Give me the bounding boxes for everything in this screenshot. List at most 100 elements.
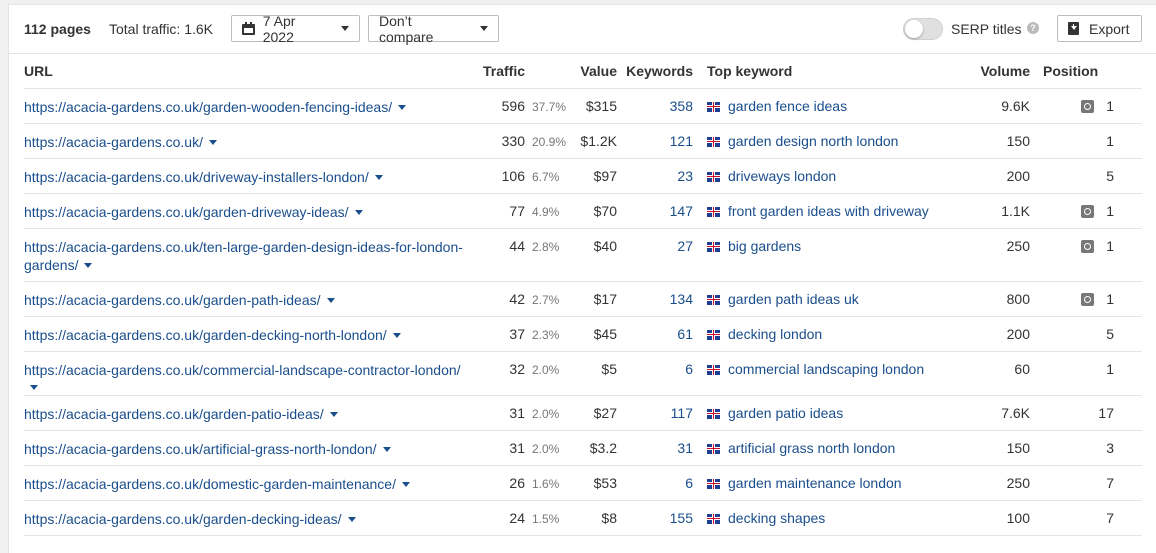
page-url-link[interactable]: https://acacia-gardens.co.uk/domestic-ga… [24, 475, 396, 492]
top-keyword-cell: decking shapes [693, 500, 963, 536]
page-url-link[interactable]: https://acacia-gardens.co.uk/commercial-… [24, 361, 461, 378]
page-url-link[interactable]: https://acacia-gardens.co.uk/driveway-in… [24, 168, 369, 185]
col-traffic[interactable]: Traffic [467, 54, 567, 89]
top-keyword-cell: garden maintenance london [693, 465, 963, 501]
keywords-link[interactable]: 147 [617, 193, 693, 229]
help-icon[interactable]: ? [1027, 22, 1039, 34]
traffic-cell: 596 37.7% [467, 88, 567, 124]
top-keyword-link[interactable]: garden patio ideas [728, 404, 844, 421]
keywords-link[interactable]: 134 [617, 281, 693, 317]
col-position[interactable]: Position [1030, 54, 1142, 89]
serp-features-icon[interactable] [1081, 204, 1095, 218]
top-keyword-link[interactable]: garden maintenance london [728, 474, 902, 491]
export-button[interactable]: Export [1057, 15, 1142, 42]
volume-cell: 250 [963, 228, 1030, 282]
table-row: https://acacia-gardens.co.uk/garden-driv… [24, 193, 1142, 229]
serp-features-icon[interactable] [1081, 292, 1095, 306]
serp-titles-label: SERP titles [951, 21, 1022, 37]
col-value[interactable]: Value [567, 54, 617, 89]
keywords-link[interactable]: 155 [617, 500, 693, 536]
chevron-down-icon[interactable] [382, 447, 391, 453]
serp-titles-toggle[interactable] [903, 18, 943, 40]
compare-dropdown[interactable]: Don’t compare [368, 13, 499, 45]
keywords-link[interactable]: 358 [617, 88, 693, 124]
position-value: 7 [1106, 509, 1114, 526]
top-keyword-link[interactable]: decking shapes [728, 509, 826, 526]
uk-flag-icon [707, 206, 720, 217]
keywords-link[interactable]: 27 [617, 228, 693, 282]
page-url-link[interactable]: https://acacia-gardens.co.uk/ [24, 133, 203, 150]
chevron-down-icon[interactable] [347, 517, 356, 523]
traffic-value: 42 [509, 290, 525, 307]
top-pages-panel: 112 pages Total traffic: 1.6K 7 Apr 2022… [8, 4, 1156, 553]
position-value: 1 [1106, 132, 1114, 149]
page-url-link[interactable]: https://acacia-gardens.co.uk/garden-path… [24, 291, 321, 308]
page-url-link[interactable]: https://acacia-gardens.co.uk/ten-large-g… [24, 238, 463, 273]
top-keyword-link[interactable]: commercial landscaping london [728, 360, 925, 377]
url-cell: https://acacia-gardens.co.uk/driveway-in… [24, 158, 467, 194]
chevron-down-icon [480, 26, 488, 31]
page-url-link[interactable]: https://acacia-gardens.co.uk/garden-driv… [24, 203, 349, 220]
serp-features-icon[interactable] [1081, 99, 1095, 113]
col-top-keyword[interactable]: Top keyword [693, 54, 963, 89]
table-row: https://acacia-gardens.co.uk/garden-pati… [24, 395, 1142, 431]
volume-cell: 200 [963, 158, 1030, 194]
col-keywords[interactable]: Keywords [617, 54, 693, 89]
table-row: https://acacia-gardens.co.uk/commercial-… [24, 351, 1142, 396]
top-keyword-link[interactable]: garden fence ideas [728, 97, 848, 114]
uk-flag-icon [707, 443, 720, 454]
uk-flag-icon [707, 513, 720, 524]
value-cell: $45 [567, 316, 617, 352]
position-cell: 1 [1030, 88, 1142, 124]
table-header: URL Traffic Value Keywords Top keyword V… [24, 54, 1142, 89]
keywords-link[interactable]: 6 [617, 465, 693, 501]
page-url-link[interactable]: https://acacia-gardens.co.uk/garden-pati… [24, 405, 324, 422]
position-value: 3 [1106, 439, 1114, 456]
keywords-link[interactable]: 6 [617, 351, 693, 396]
position-cell: 1 [1030, 281, 1142, 317]
traffic-value: 24 [509, 509, 525, 526]
keywords-link[interactable]: 117 [617, 395, 693, 431]
chevron-down-icon[interactable] [329, 412, 338, 418]
chevron-down-icon[interactable] [354, 210, 363, 216]
keywords-link[interactable]: 121 [617, 123, 693, 159]
page-url-link[interactable]: https://acacia-gardens.co.uk/garden-deck… [24, 326, 387, 343]
top-keyword-link[interactable]: decking london [728, 325, 823, 342]
keywords-link[interactable]: 61 [617, 316, 693, 352]
chevron-down-icon[interactable] [209, 140, 217, 146]
page-url-link[interactable]: https://acacia-gardens.co.uk/garden-wood… [24, 98, 393, 115]
position-cell: 1 [1030, 351, 1142, 396]
chevron-down-icon[interactable] [392, 333, 401, 339]
chevron-down-icon[interactable] [30, 385, 38, 391]
volume-cell: 1.1K [963, 193, 1030, 229]
traffic-share: 2.0% [532, 362, 560, 377]
volume-cell: 9.6K [963, 88, 1030, 124]
top-keyword-link[interactable]: artificial grass north london [728, 439, 896, 456]
page-url-link[interactable]: https://acacia-gardens.co.uk/artificial-… [24, 440, 377, 457]
keywords-link[interactable]: 23 [617, 158, 693, 194]
url-cell: https://acacia-gardens.co.uk/commercial-… [24, 351, 467, 396]
chevron-down-icon[interactable] [326, 298, 335, 304]
page-url-link[interactable]: https://acacia-gardens.co.uk/garden-deck… [24, 510, 342, 527]
url-cell: https://acacia-gardens.co.uk/ [24, 123, 467, 159]
col-url[interactable]: URL [24, 54, 467, 89]
keywords-link[interactable]: 31 [617, 430, 693, 466]
chevron-down-icon[interactable] [398, 105, 407, 111]
top-keyword-link[interactable]: garden path ideas uk [728, 290, 859, 307]
export-label: Export [1089, 20, 1130, 37]
top-keyword-link[interactable]: driveways london [728, 167, 837, 184]
url-cell: https://acacia-gardens.co.uk/garden-path… [24, 281, 467, 317]
date-picker-button[interactable]: 7 Apr 2022 [231, 13, 360, 45]
chevron-down-icon[interactable] [374, 175, 383, 181]
top-keyword-cell: garden fence ideas [693, 88, 963, 124]
chevron-down-icon[interactable] [401, 482, 410, 488]
col-volume[interactable]: Volume [963, 54, 1030, 89]
chevron-down-icon[interactable] [84, 263, 93, 269]
top-keyword-link[interactable]: front garden ideas with driveway [728, 202, 929, 219]
top-keyword-link[interactable]: garden design north london [728, 132, 899, 149]
top-keyword-link[interactable]: big gardens [728, 237, 802, 254]
value-cell: $3.2 [567, 430, 617, 466]
value-cell: $53 [567, 465, 617, 501]
serp-features-icon[interactable] [1081, 239, 1095, 253]
traffic-share: 2.3% [532, 327, 560, 342]
